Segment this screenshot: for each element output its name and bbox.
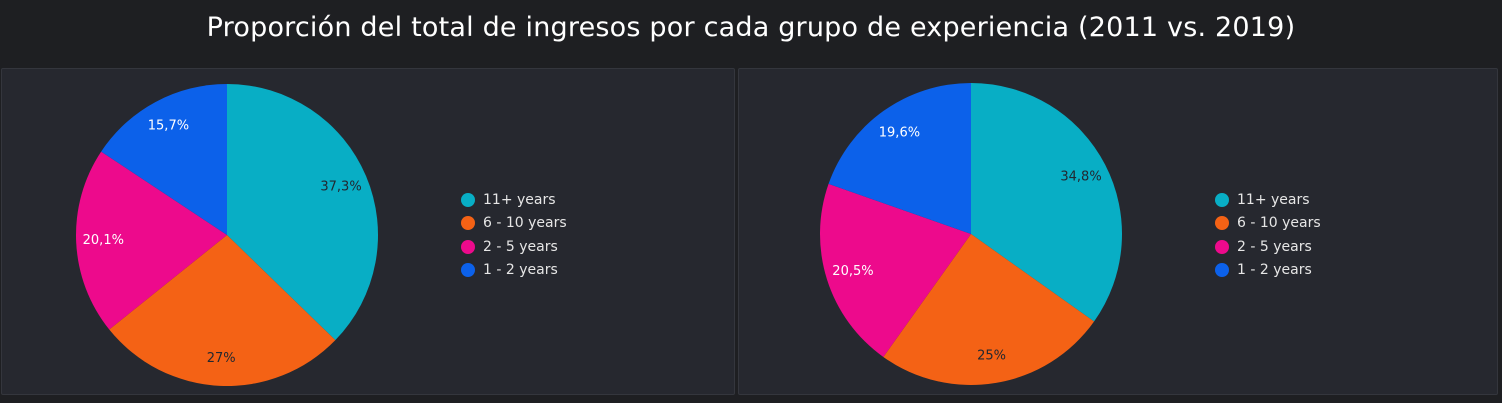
legend-dot-icon <box>461 263 475 278</box>
slice-data-label: 34,8% <box>1060 170 1101 185</box>
slice-data-label: 20,5% <box>832 264 873 279</box>
legend-item[interactable]: 11+ years <box>1215 188 1321 212</box>
legend-dot-icon <box>1215 216 1229 231</box>
legend-item[interactable]: 2 - 5 years <box>461 235 567 259</box>
legend-item[interactable]: 6 - 10 years <box>1215 212 1321 236</box>
legend-label: 11+ years <box>1237 191 1310 208</box>
slice-data-label: 20,1% <box>83 233 124 248</box>
legend-label: 1 - 2 years <box>1237 262 1312 279</box>
pie-slice-6-10-years[interactable] <box>109 235 336 386</box>
pie-chart-2019: 34,8% 25% 20,5% 19,6% <box>820 83 1122 385</box>
legend-label: 11+ years <box>483 191 556 208</box>
legend-dot-icon <box>1215 192 1229 207</box>
slice-data-label: 15,7% <box>148 118 189 133</box>
legend-dot-icon <box>1215 239 1229 254</box>
legend-2011: 11+ years 6 - 10 years 2 - 5 years 1 - 2 ye… <box>461 188 567 282</box>
legend-item[interactable]: 2 - 5 years <box>1215 235 1321 259</box>
pie-slice-11-years[interactable] <box>971 83 1122 322</box>
legend-item[interactable]: 1 - 2 years <box>461 259 567 283</box>
legend-label: 6 - 10 years <box>483 215 567 232</box>
page-title: Proporción del total de ingresos por cad… <box>206 12 1296 43</box>
legend-item[interactable]: 11+ years <box>461 188 567 212</box>
legend-dot-icon <box>461 239 475 254</box>
legend-dot-icon <box>461 216 475 231</box>
legend-2019: 11+ years 6 - 10 years 2 - 5 years 1 - 2 ye… <box>1215 188 1321 282</box>
legend-label: 2 - 5 years <box>483 238 558 255</box>
pie-slice-1-2-years[interactable] <box>101 84 227 235</box>
legend-label: 2 - 5 years <box>1237 238 1312 255</box>
slice-data-label: 25% <box>977 349 1006 364</box>
slice-data-label: 27% <box>207 351 236 366</box>
legend-label: 6 - 10 years <box>1237 215 1321 232</box>
chart-panel-2011: 37,3% 27% 20,1% 15,7% 11+ years 6 - 10 years… <box>1 68 735 395</box>
legend-dot-icon <box>461 192 475 207</box>
pie-slice-2-5-years[interactable] <box>76 151 228 330</box>
pie-slice-1-2-years[interactable] <box>828 83 971 234</box>
slice-data-label: 37,3% <box>320 179 361 194</box>
pie-slice-2-5-years[interactable] <box>820 183 971 357</box>
legend-label: 1 - 2 years <box>483 262 558 279</box>
legend-dot-icon <box>1215 263 1229 278</box>
legend-item[interactable]: 6 - 10 years <box>461 212 567 236</box>
chart-panel-2019: 34,8% 25% 20,5% 19,6% 11+ years 6 - 10 years… <box>738 68 1498 395</box>
slice-data-label: 19,6% <box>879 125 920 140</box>
pie-chart-2011: 37,3% 27% 20,1% 15,7% <box>76 84 378 386</box>
pie-slice-11-years[interactable] <box>227 84 378 341</box>
legend-item[interactable]: 1 - 2 years <box>1215 259 1321 283</box>
pie-slice-6-10-years[interactable] <box>883 234 1095 385</box>
